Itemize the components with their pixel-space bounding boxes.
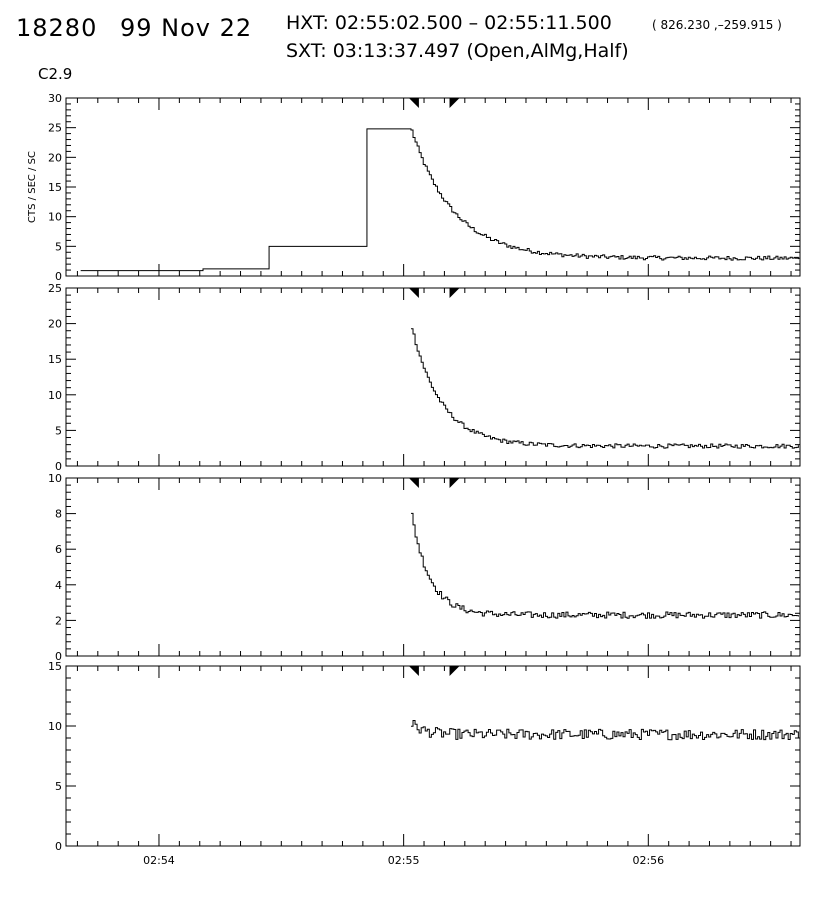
y-tick-label: 0 [55, 270, 62, 283]
y-tick-label: 15 [48, 181, 62, 194]
x-tick-label: 02:54 [143, 854, 175, 867]
y-tick-label: 10 [48, 720, 62, 733]
sxt-time-info: SXT: 03:13:37.497 (Open,AlMg,Half) [286, 40, 629, 62]
y-tick-label: 25 [48, 282, 62, 295]
event-id: 18280 [16, 14, 98, 42]
panel-frame-3 [65, 477, 801, 657]
y-tick-label: 8 [55, 508, 62, 521]
y-axis-label: CTS / SEC / SC [27, 151, 38, 223]
y-tick-label: 4 [55, 579, 62, 592]
y-tick-label: 20 [48, 318, 62, 331]
light-curve-4 [410, 720, 799, 741]
y-tick-label: 30 [48, 92, 62, 105]
accumulation-marker [408, 288, 419, 298]
goes-class: C2.9 [38, 65, 73, 83]
y-tick-label: 10 [48, 389, 62, 402]
x-tick-label: 02:56 [632, 854, 664, 867]
accumulation-marker [449, 98, 460, 108]
x-tick-label: 02:55 [388, 854, 420, 867]
panel-frame-1 [65, 97, 801, 277]
accumulation-marker [408, 666, 419, 676]
accumulation-marker [449, 478, 460, 488]
y-tick-label: 15 [48, 660, 62, 673]
y-tick-label: 5 [55, 424, 62, 437]
accumulation-marker [449, 288, 460, 298]
y-tick-label: 0 [55, 840, 62, 853]
y-tick-label: 2 [55, 614, 62, 627]
y-tick-label: 5 [55, 780, 62, 793]
panel-frame-4 [65, 665, 801, 847]
accumulation-marker [408, 478, 419, 488]
y-tick-label: 5 [55, 240, 62, 253]
light-curve-2 [410, 328, 799, 449]
y-tick-label: 10 [48, 211, 62, 224]
panel-frame-2 [65, 287, 801, 467]
light-curve-1 [80, 128, 799, 272]
accumulation-marker [408, 98, 419, 108]
accumulation-marker [449, 666, 460, 676]
y-tick-label: 6 [55, 543, 62, 556]
y-tick-label: 10 [48, 472, 62, 485]
observation-date: 99 Nov 22 [120, 14, 253, 42]
y-tick-label: 0 [55, 650, 62, 663]
y-tick-label: 15 [48, 353, 62, 366]
y-tick-label: 0 [55, 460, 62, 473]
y-tick-label: 20 [48, 151, 62, 164]
flare-position: ( 826.230 ,–259.915 ) [652, 18, 782, 32]
light-curve-3 [410, 512, 799, 619]
hxt-time-range: HXT: 02:55:02.500 – 02:55:11.500 [286, 12, 612, 34]
y-tick-label: 25 [48, 122, 62, 135]
